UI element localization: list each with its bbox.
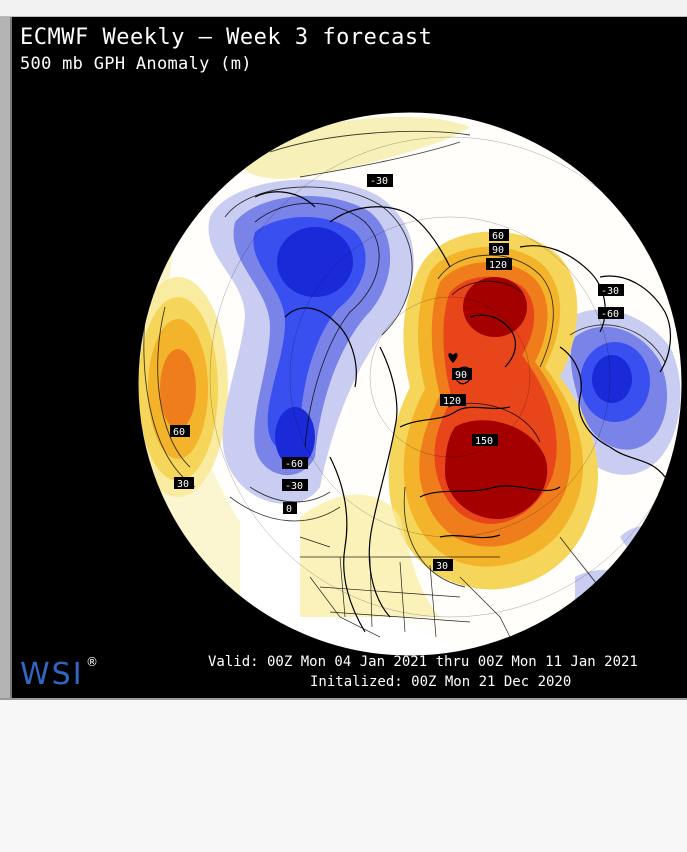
contour-line [403,486,466,588]
contour-label: 120 [443,396,461,407]
contour-line [143,316,196,488]
border-line [319,586,461,598]
contour-label: 0 [286,504,292,515]
blank-page-area [0,700,687,852]
coastline [609,446,666,478]
coastline [254,191,316,208]
europe-trough-max [592,355,632,403]
coastline [399,406,511,428]
contour-line [451,280,523,296]
west-na-yellow [300,494,440,617]
border-line [429,564,437,638]
yellow-lower-band [140,217,470,656]
frame-left-border-inner [10,17,12,698]
contour-line [157,306,191,468]
contour-label: 30 [177,479,189,490]
arctic-ridge-max [463,277,527,337]
coastline [284,307,357,388]
contour-label: 90 [455,370,467,381]
contour-label: -30 [601,286,619,297]
contour-label: 120 [489,260,507,271]
asia-trough-max [277,227,353,297]
contour-label: -30 [370,176,388,187]
coastline [329,206,451,268]
latitude-circle [209,136,682,618]
contour-line [437,254,554,368]
contour-line [249,486,331,503]
border-line [329,611,471,623]
top-strip [0,0,687,16]
top-yellow-band [230,117,470,179]
registered-mark: ® [86,655,98,669]
border-line [399,561,406,633]
latitude-circle [369,296,531,458]
chart-title: ECMWF Weekly – Week 3 forecast [20,25,433,50]
contour-line [229,496,341,522]
contour-labels: -30 60 90 120 -30 -60 90 120 150 60 [170,174,624,572]
latitude-circles [209,136,682,618]
asia-trough-max-south [275,407,315,467]
initialized-time: Initalized: 00Z Mon 21 Dec 2020 [310,674,572,690]
contour-label: -30 [285,481,303,492]
pole-marker [448,352,458,363]
contour-line [269,130,471,153]
border-line [299,536,331,548]
border-line [309,576,381,638]
coastline [419,485,561,498]
contour-line [569,324,666,363]
contour-label: -60 [285,459,303,470]
contour-label: 90 [492,245,504,256]
contour-label: 30 [436,561,448,572]
atlantic-trough-faint-2 [620,525,682,577]
frame-left-border [0,17,10,698]
coastline [439,534,501,539]
coastline [599,275,671,373]
latitude-circle [289,216,611,538]
chart-subtitle: 500 mb GPH Anomaly (m) [20,54,252,74]
contour-label: 150 [475,436,493,447]
canada-ridge-max [445,420,548,520]
coastline [469,314,517,368]
contour-label: 60 [492,231,504,242]
pacific-ridge-core [160,349,196,429]
coastline [368,346,398,618]
atlantic-trough-faint [575,569,682,617]
globe-edge [137,111,683,657]
map-frame: -30 60 90 120 -30 -60 90 120 150 60 [0,16,687,700]
contour-label: -60 [601,309,619,320]
coastline [559,346,611,448]
border-line [339,556,346,618]
anomaly-field [138,112,682,656]
polar-anomaly-map: -30 60 90 120 -30 -60 90 120 150 60 [137,111,683,657]
coastlines [254,191,671,633]
contour-line [299,141,461,178]
coastline [329,456,366,633]
wsi-logo: WSI [20,657,84,692]
valid-period: Valid: 00Z Mon 04 Jan 2021 thru 00Z Mon … [208,654,638,670]
contour-label: 60 [173,427,185,438]
border-line [369,556,373,628]
